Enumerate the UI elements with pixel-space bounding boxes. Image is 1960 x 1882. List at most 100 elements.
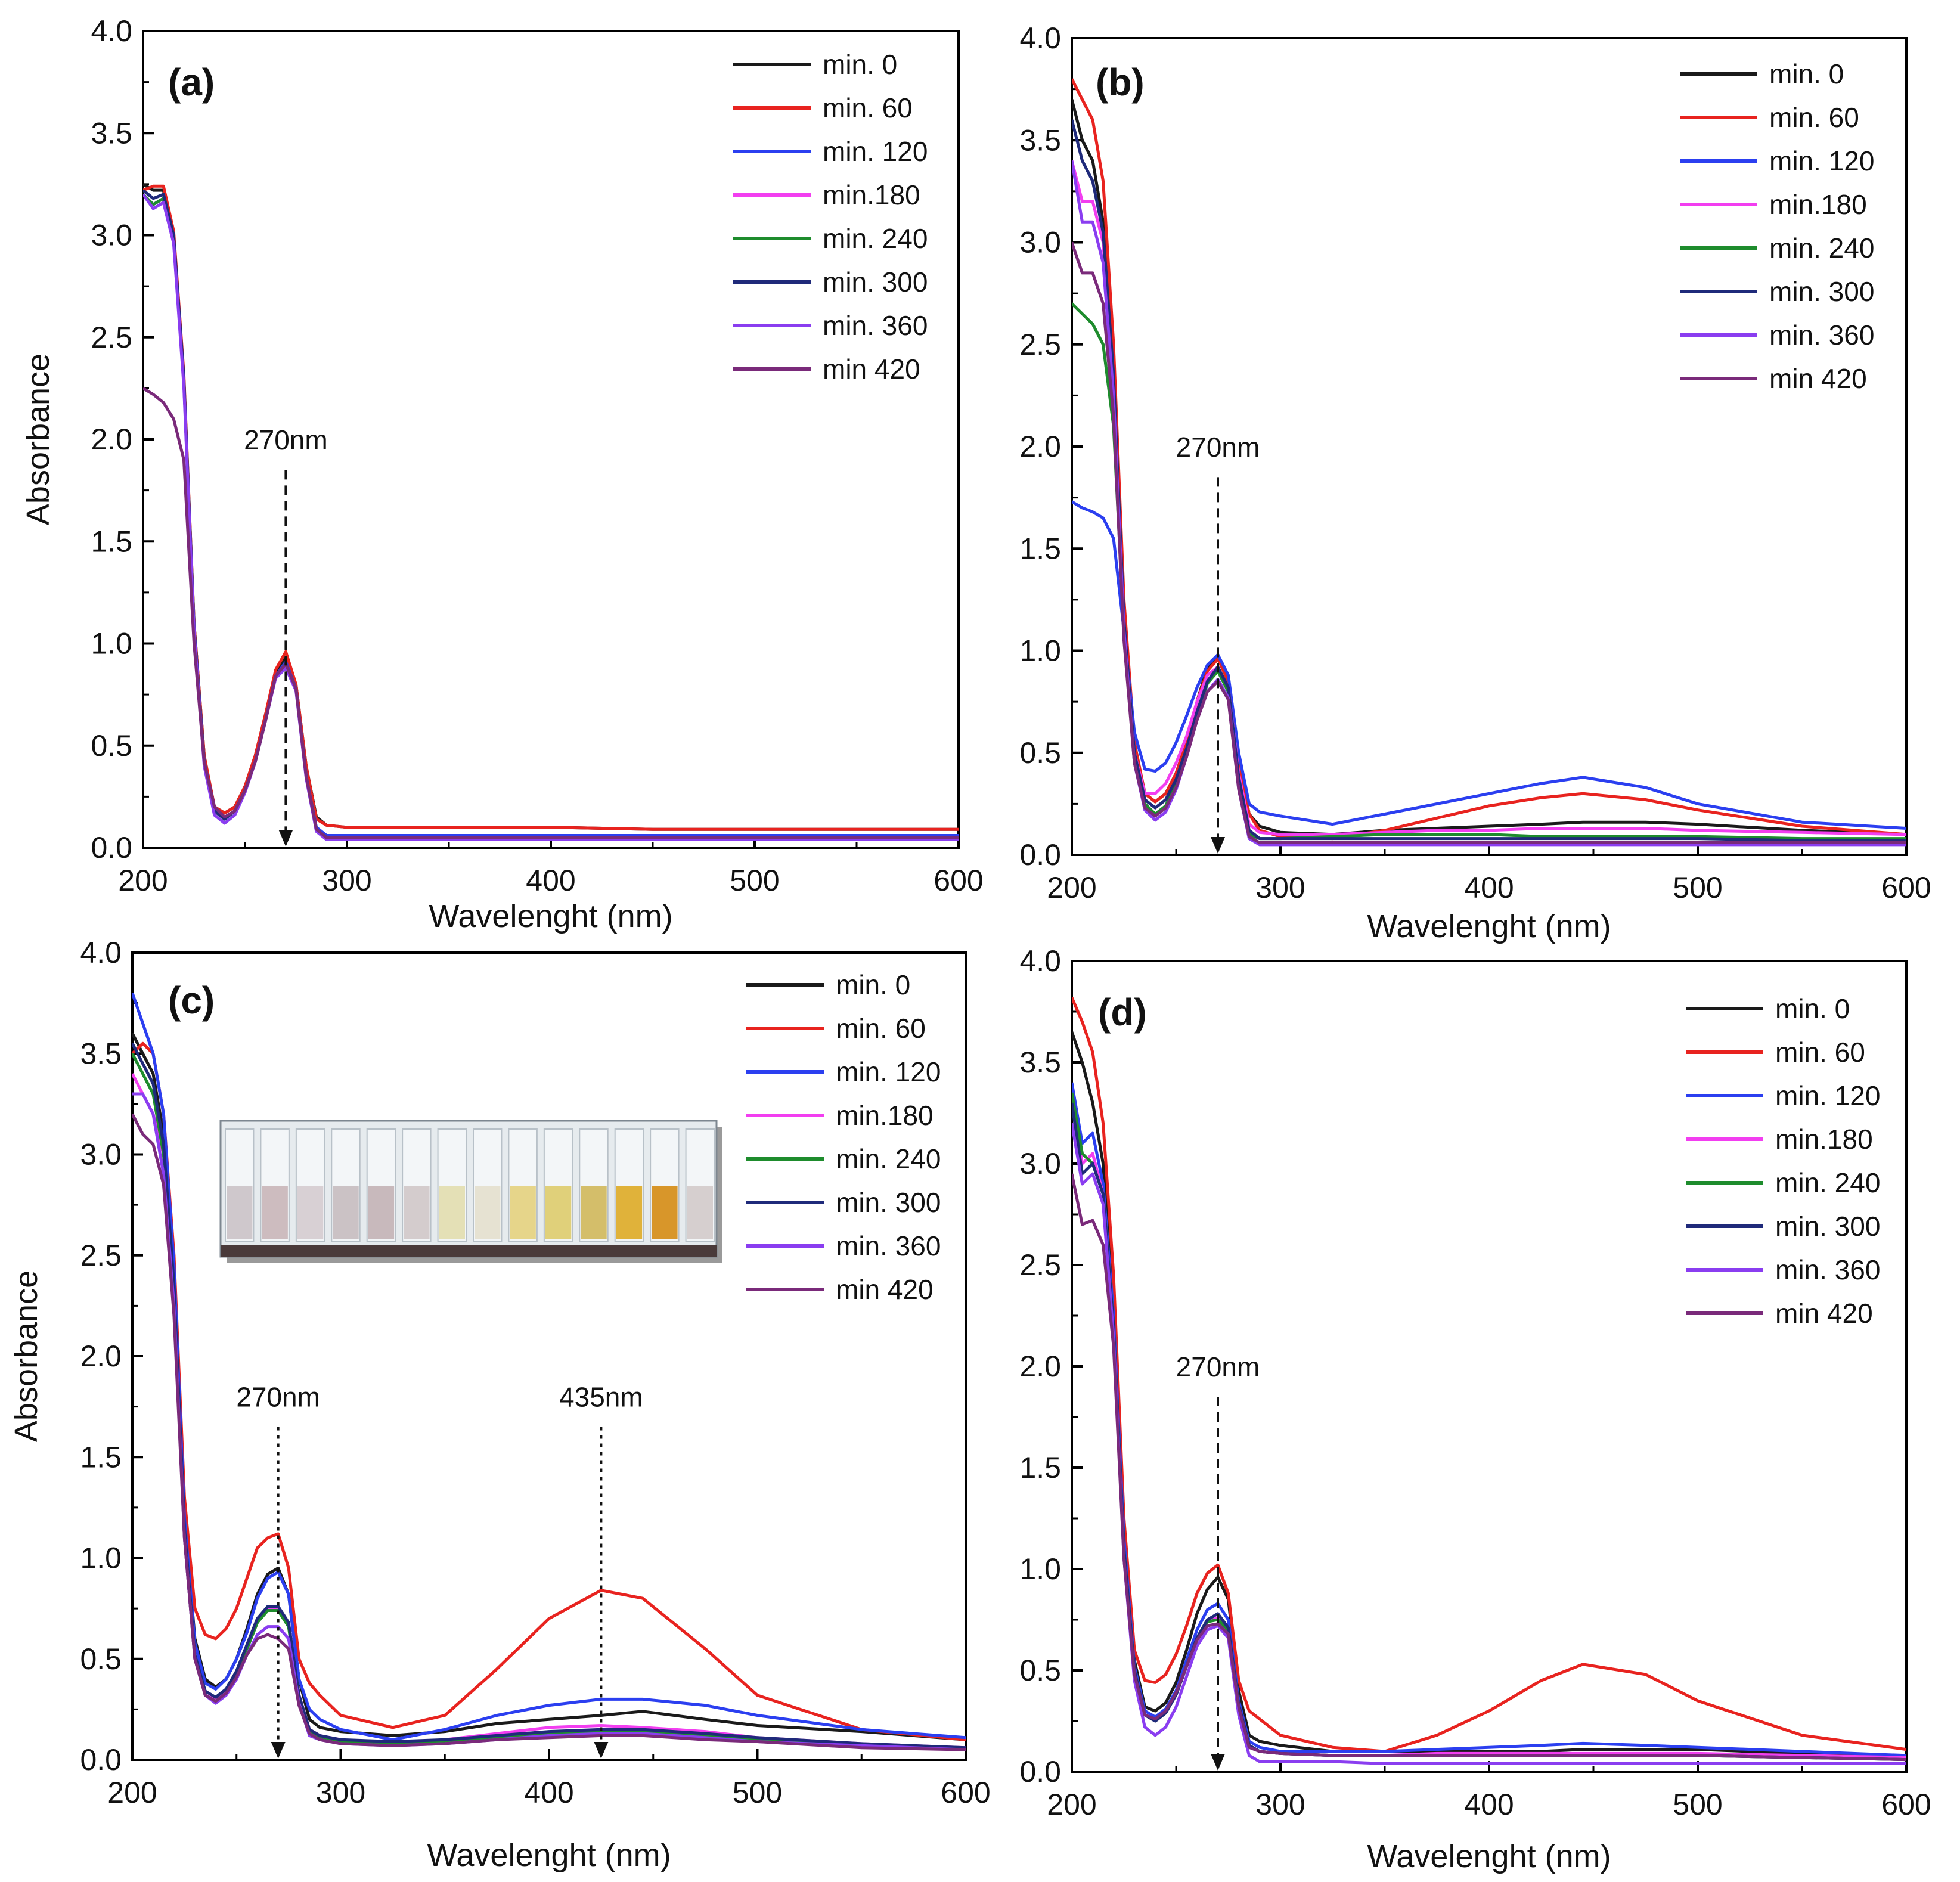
legend-label: min. 0	[1769, 58, 1844, 89]
inset-cuvette-liquid	[475, 1186, 501, 1239]
legend-label: min. 0	[836, 969, 910, 1000]
legend-label: min. 300	[836, 1187, 941, 1218]
x-tick-label: 200	[1047, 871, 1096, 904]
legend: min. 0 min. 60 min. 120 min.180 min. 240 min.…	[733, 49, 928, 385]
y-tick-label: 3.0	[91, 219, 132, 252]
legend-label: min. 300	[1775, 1211, 1880, 1242]
legend-label: min. 120	[823, 136, 928, 167]
legend-label: min.180	[823, 179, 920, 210]
legend-label: min. 120	[1775, 1080, 1880, 1111]
series-group	[132, 992, 966, 1751]
legend-label: min. 0	[823, 49, 897, 80]
series-group	[143, 182, 959, 841]
panel-a: 0.0 0.5 1.0 1.5 2.0 2.5 3.0 3.5 4.0 200 300 400 500 6…	[20, 14, 984, 934]
x-tick-label: 500	[733, 1776, 782, 1809]
y-tick-label: 0.0	[1019, 838, 1061, 872]
y-tick-label: 2.0	[1019, 1350, 1061, 1383]
panel-label: (b)	[1096, 61, 1145, 104]
series-line-min-420	[143, 387, 959, 839]
series-group	[1072, 78, 1906, 847]
y-tick-label: 1.0	[1019, 634, 1061, 668]
legend-label: min. 360	[1775, 1254, 1880, 1285]
x-tick-label: 200	[118, 864, 168, 897]
inset-cuvette-liquid	[227, 1186, 253, 1239]
legend: min. 0 min. 60 min. 120 min.180 min. 240 min.…	[1686, 993, 1880, 1329]
legend-label: min. 360	[823, 310, 928, 341]
legend-label: min 420	[823, 354, 920, 385]
inset-cuvette-liquid	[510, 1186, 536, 1239]
x-tick-label: 300	[1255, 1788, 1305, 1821]
legend-label: min.180	[1775, 1124, 1873, 1155]
annotation-arrowhead	[271, 1742, 286, 1759]
series-line-min-420	[1072, 1173, 1906, 1762]
y-tick-label: 3.0	[80, 1138, 122, 1171]
y-tick-label: 1.0	[80, 1542, 122, 1575]
panel-label: (a)	[168, 61, 215, 104]
y-tick-label: 4.0	[1019, 944, 1061, 978]
panel-label: (d)	[1098, 991, 1147, 1034]
y-tick-label: 4.0	[1019, 21, 1061, 55]
x-tick-label: 600	[941, 1776, 990, 1809]
x-tick-label: 600	[934, 864, 983, 897]
inset-cuvette-liquid	[404, 1186, 430, 1239]
y-tick-label: 2.5	[1019, 1248, 1061, 1282]
inset-cuvette-liquid	[368, 1186, 395, 1239]
x-tick-label: 600	[1881, 871, 1931, 904]
y-tick-label: 0.5	[1019, 1654, 1061, 1687]
inset-cuvette-liquid	[545, 1186, 572, 1239]
inset-cuvette-liquid	[262, 1186, 288, 1239]
panel-label: (c)	[168, 979, 215, 1022]
x-tick-label: 300	[322, 864, 371, 897]
panel-d: 0.0 0.5 1.0 1.5 2.0 2.5 3.0 3.5 4.0 200 300 400 500 6…	[1019, 944, 1931, 1874]
annotation-arrowhead	[1211, 1754, 1225, 1771]
y-tick-label: 2.5	[80, 1239, 122, 1272]
legend-label: min. 240	[836, 1143, 941, 1174]
legend-label: min. 240	[1769, 232, 1874, 263]
inset-cuvette-liquid	[652, 1186, 678, 1239]
y-tick-label: 3.0	[1019, 226, 1061, 259]
x-axis-title: Wavelenght (nm)	[427, 1837, 671, 1873]
y-tick-label: 2.5	[91, 321, 132, 354]
series-group	[1072, 997, 1906, 1765]
annotation-arrowhead	[594, 1742, 609, 1759]
inset-cuvette-liquid	[439, 1186, 465, 1239]
y-tick-label: 0.5	[1019, 736, 1061, 770]
annotation-arrowhead	[1211, 837, 1225, 854]
legend: min. 0 min. 60 min. 120 min.180 min. 240 min.…	[746, 969, 941, 1305]
legend-label: min. 240	[823, 223, 928, 254]
y-tick-label: 0.0	[91, 831, 132, 864]
y-tick-label: 0.0	[1019, 1755, 1061, 1788]
inset-base	[221, 1245, 717, 1257]
y-tick-label: 3.5	[1019, 123, 1061, 157]
x-tick-label: 500	[1673, 1788, 1722, 1821]
annotation-arrowhead	[278, 830, 293, 847]
legend-label: min. 60	[823, 92, 913, 123]
x-axis-title: Wavelenght (nm)	[1367, 1838, 1611, 1874]
annotation-label: 270nm	[244, 424, 328, 455]
y-tick-label: 1.0	[91, 627, 132, 661]
legend-label: min 420	[836, 1274, 934, 1305]
x-axis-title: Wavelenght (nm)	[429, 898, 672, 934]
series-line-min-420	[1072, 241, 1906, 844]
y-tick-label: 1.5	[80, 1440, 122, 1474]
inset-cuvette-liquid	[581, 1186, 607, 1239]
y-tick-label: 0.5	[91, 729, 132, 762]
annotation-label: 270nm	[1176, 432, 1260, 463]
y-tick-label: 4.0	[91, 14, 132, 48]
legend-label: min. 300	[823, 266, 928, 297]
y-tick-label: 1.5	[1019, 1451, 1061, 1484]
legend-label: min. 120	[1769, 145, 1874, 176]
legend-label: min.180	[836, 1100, 934, 1131]
y-tick-label: 1.5	[1019, 532, 1061, 565]
legend-label: min. 0	[1775, 993, 1850, 1024]
legend-label: min. 120	[836, 1056, 941, 1087]
annotation-label: 270nm	[1176, 1351, 1260, 1382]
legend-label: min.180	[1769, 189, 1867, 220]
y-tick-label: 3.0	[1019, 1147, 1061, 1180]
legend-label: min. 300	[1769, 276, 1874, 307]
panel-b: 0.0 0.5 1.0 1.5 2.0 2.5 3.0 3.5 4.0 200 300 400 500 6…	[1019, 21, 1931, 944]
legend-label: min. 60	[836, 1013, 926, 1044]
inset-cuvette-liquid	[297, 1186, 324, 1239]
